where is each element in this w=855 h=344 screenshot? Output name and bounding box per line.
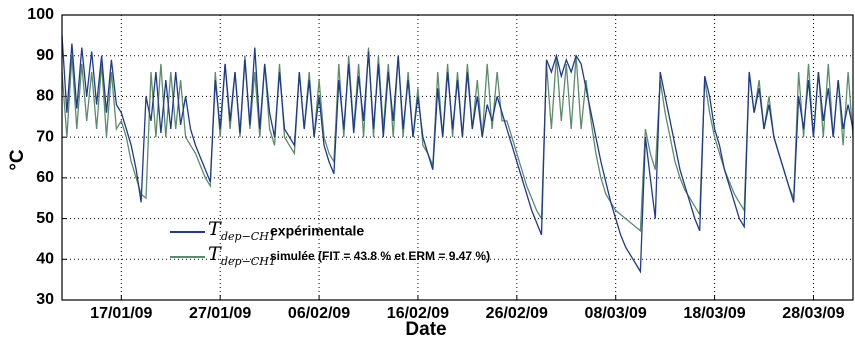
x-tick-label: 28/03/09 <box>782 305 844 322</box>
x-tick-label: 27/01/09 <box>189 305 251 322</box>
series-line <box>61 47 854 233</box>
x-tick-label: 06/02/09 <box>288 305 350 322</box>
legend-label: expérimentale <box>270 223 364 239</box>
x-tick-label: 18/03/09 <box>683 305 745 322</box>
legend-symbol: T <box>208 218 222 240</box>
y-tick-label: 100 <box>27 6 54 23</box>
legend-subscript: dep−CH1 <box>221 230 276 243</box>
y-axis-label: °C <box>7 149 28 171</box>
y-tick-label: 60 <box>36 169 54 186</box>
plot-frame <box>61 14 854 301</box>
x-tick-label: 17/01/09 <box>90 305 152 322</box>
y-tick-label: 80 <box>36 88 54 105</box>
legend-label: simulée (FIT = 43.8 % et ERM = 9.47 %) <box>270 249 490 263</box>
legend-symbol: T <box>208 243 222 265</box>
x-tick-label: 08/03/09 <box>585 305 647 322</box>
y-tick-label: 90 <box>36 47 54 64</box>
y-tick-label: 50 <box>36 210 54 227</box>
y-tick-label: 30 <box>36 291 54 308</box>
y-tick-label: 40 <box>36 251 54 268</box>
series-line <box>61 35 854 274</box>
x-tick-label: 26/02/09 <box>486 305 548 322</box>
legend-subscript: dep−CH1 <box>221 255 276 268</box>
x-axis-label: Date <box>405 319 446 339</box>
x-tick-label: 16/02/09 <box>387 305 449 322</box>
y-tick-label: 70 <box>36 128 54 145</box>
